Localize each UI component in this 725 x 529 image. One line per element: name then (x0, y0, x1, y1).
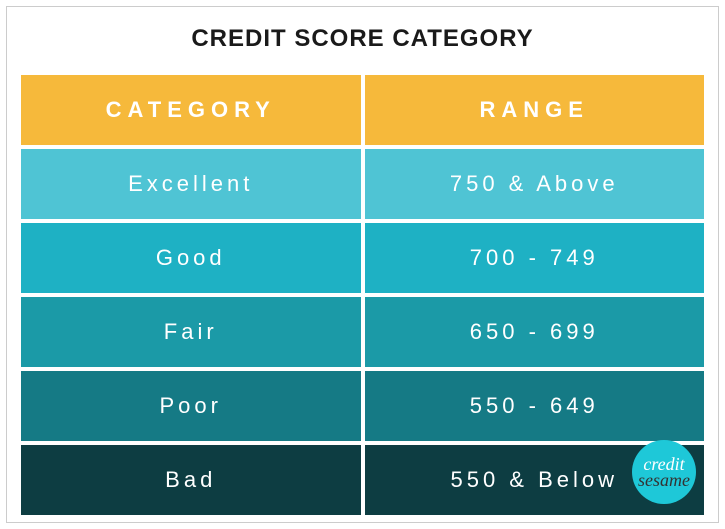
cell-category: Bad (21, 445, 361, 515)
table-row: Fair 650 - 699 (21, 297, 704, 367)
cell-category: Good (21, 223, 361, 293)
cell-category: Fair (21, 297, 361, 367)
cell-range: 700 - 749 (365, 223, 705, 293)
cell-range: 550 - 649 (365, 371, 705, 441)
cell-category: Excellent (21, 149, 361, 219)
cell-category: Poor (21, 371, 361, 441)
header-category: CATEGORY (21, 75, 361, 145)
table-row: Poor 550 - 649 (21, 371, 704, 441)
cell-range: 650 - 699 (365, 297, 705, 367)
brand-logo: credit sesame (632, 440, 696, 504)
header-range: RANGE (365, 75, 705, 145)
table-header-row: CATEGORY RANGE (21, 75, 704, 145)
page-title: CREDIT SCORE CATEGORY (21, 25, 704, 53)
logo-line2: sesame (638, 472, 690, 488)
infographic-frame: CREDIT SCORE CATEGORY CATEGORY RANGE Exc… (6, 6, 719, 523)
cell-range: 750 & Above (365, 149, 705, 219)
table-row: Bad 550 & Below (21, 445, 704, 515)
table-row: Excellent 750 & Above (21, 149, 704, 219)
credit-score-table: CATEGORY RANGE Excellent 750 & Above Goo… (21, 75, 704, 515)
table-row: Good 700 - 749 (21, 223, 704, 293)
